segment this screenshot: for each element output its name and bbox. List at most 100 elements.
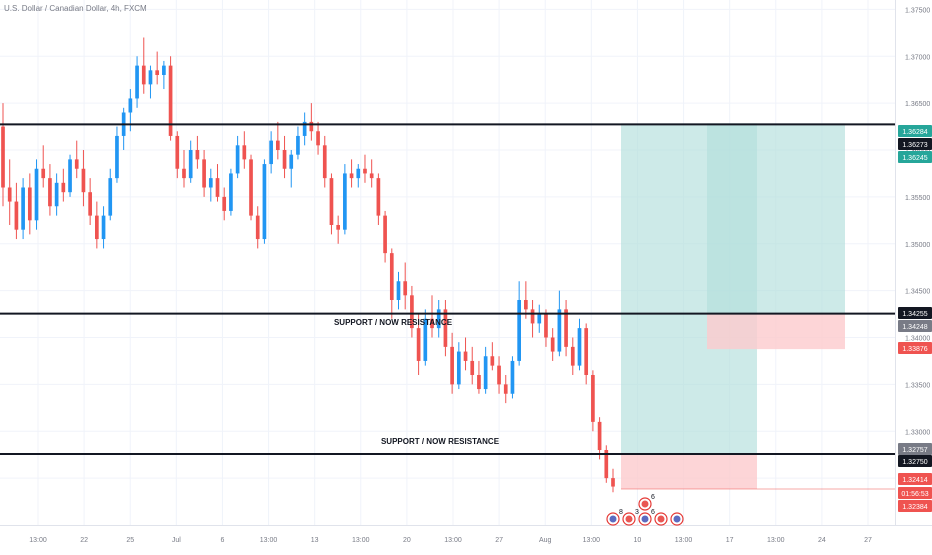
price-badge[interactable]	[898, 138, 932, 150]
candle-body[interactable]	[430, 318, 434, 329]
candle-body[interactable]	[14, 201, 19, 230]
candle-body[interactable]	[282, 150, 287, 169]
candle-body[interactable]	[41, 168, 46, 179]
candle-body[interactable]	[450, 346, 454, 385]
candle-body[interactable]	[343, 173, 347, 230]
price-badge[interactable]	[898, 500, 932, 512]
candle-body[interactable]	[322, 145, 327, 179]
candle-body[interactable]	[175, 135, 180, 169]
candle-body[interactable]	[95, 215, 99, 240]
short-loss-zone[interactable]	[621, 454, 757, 489]
candle-body[interactable]	[544, 314, 548, 338]
candle-body[interactable]	[396, 281, 401, 300]
candle-body[interactable]	[356, 168, 361, 179]
candle-body[interactable]	[54, 182, 59, 207]
candle-body[interactable]	[383, 215, 387, 254]
candle-body[interactable]	[490, 356, 495, 366]
candle-body[interactable]	[255, 215, 260, 240]
long-profit-zone[interactable]	[707, 123, 845, 315]
candle-body[interactable]	[302, 121, 307, 136]
candle-body[interactable]	[470, 360, 475, 375]
price-badge[interactable]	[898, 473, 932, 485]
candle-body[interactable]	[524, 300, 528, 310]
candle-body[interactable]	[249, 159, 253, 216]
time-axis[interactable]: 13:00 22 25 Jul 6 13:00 13 13:00 20 13:00 27 Aug 13:…	[29, 537, 872, 544]
candle-body[interactable]	[537, 314, 542, 324]
candle-body[interactable]	[456, 351, 461, 385]
candle-body[interactable]	[1, 126, 5, 188]
candle-body[interactable]	[329, 178, 334, 225]
candle-body[interactable]	[88, 192, 92, 216]
price-badge[interactable]	[898, 443, 932, 455]
candle-body[interactable]	[497, 365, 501, 385]
candle-body[interactable]	[477, 375, 481, 390]
candle-body[interactable]	[101, 215, 106, 240]
candle-body[interactable]	[275, 140, 280, 150]
candle-body[interactable]	[229, 173, 233, 211]
candle-body[interactable]	[141, 65, 146, 85]
price-badge[interactable]	[898, 487, 932, 499]
candle-body[interactable]	[269, 140, 273, 165]
candle-body[interactable]	[577, 328, 582, 366]
candle-body[interactable]	[108, 178, 113, 216]
candle-body[interactable]	[611, 478, 615, 487]
candle-body[interactable]	[443, 309, 448, 347]
candle-body[interactable]	[7, 187, 12, 202]
long-loss-zone[interactable]	[707, 314, 845, 350]
candle-body[interactable]	[155, 70, 160, 75]
candle-body[interactable]	[188, 150, 193, 179]
candle-body[interactable]	[222, 196, 227, 211]
candle-body[interactable]	[503, 384, 508, 394]
candle-body[interactable]	[296, 135, 300, 155]
candle-body[interactable]	[423, 318, 428, 361]
candle-body[interactable]	[242, 145, 247, 160]
candle-body[interactable]	[148, 70, 153, 85]
candle-body[interactable]	[289, 154, 294, 169]
candle-body[interactable]	[128, 98, 133, 113]
candle-body[interactable]	[61, 182, 66, 193]
candle-body[interactable]	[336, 225, 341, 230]
candle-body[interactable]	[584, 328, 589, 375]
candle-body[interactable]	[262, 164, 267, 240]
price-badge[interactable]	[898, 455, 932, 467]
candle-body[interactable]	[309, 121, 314, 132]
candle-body[interactable]	[570, 346, 575, 366]
candle-body[interactable]	[34, 168, 39, 221]
candle-body[interactable]	[376, 178, 381, 216]
candle-body[interactable]	[363, 168, 367, 174]
candle-body[interactable]	[557, 309, 562, 352]
candle-body[interactable]	[135, 65, 139, 99]
candle-body[interactable]	[235, 145, 240, 174]
candle-body[interactable]	[115, 135, 119, 179]
candle-body[interactable]	[416, 328, 421, 361]
candle-body[interactable]	[21, 187, 25, 230]
candle-body[interactable]	[604, 450, 609, 479]
candle-body[interactable]	[168, 65, 173, 136]
candle-body[interactable]	[195, 150, 200, 160]
candle-body[interactable]	[564, 309, 568, 347]
candle-body[interactable]	[68, 159, 72, 193]
candle-body[interactable]	[316, 131, 320, 146]
candle-body[interactable]	[162, 65, 166, 75]
price-badge[interactable]	[898, 320, 932, 332]
candle-body[interactable]	[74, 159, 79, 169]
candle-body[interactable]	[349, 173, 354, 179]
candle-body[interactable]	[81, 168, 86, 193]
candle-body[interactable]	[215, 178, 220, 197]
price-badge[interactable]	[898, 307, 932, 319]
candle-body[interactable]	[27, 187, 32, 221]
price-badge[interactable]	[898, 151, 932, 163]
candle-body[interactable]	[410, 295, 414, 329]
candle-body[interactable]	[597, 421, 602, 450]
candle-body[interactable]	[530, 309, 535, 324]
candle-body[interactable]	[517, 300, 521, 361]
candle-body[interactable]	[550, 337, 555, 352]
candle-body[interactable]	[463, 351, 468, 361]
candle-body[interactable]	[182, 168, 186, 179]
price-badge[interactable]	[898, 342, 932, 354]
candle-body[interactable]	[403, 281, 408, 296]
candle-body[interactable]	[510, 360, 515, 394]
candle-body[interactable]	[202, 159, 206, 188]
candle-body[interactable]	[48, 178, 52, 207]
